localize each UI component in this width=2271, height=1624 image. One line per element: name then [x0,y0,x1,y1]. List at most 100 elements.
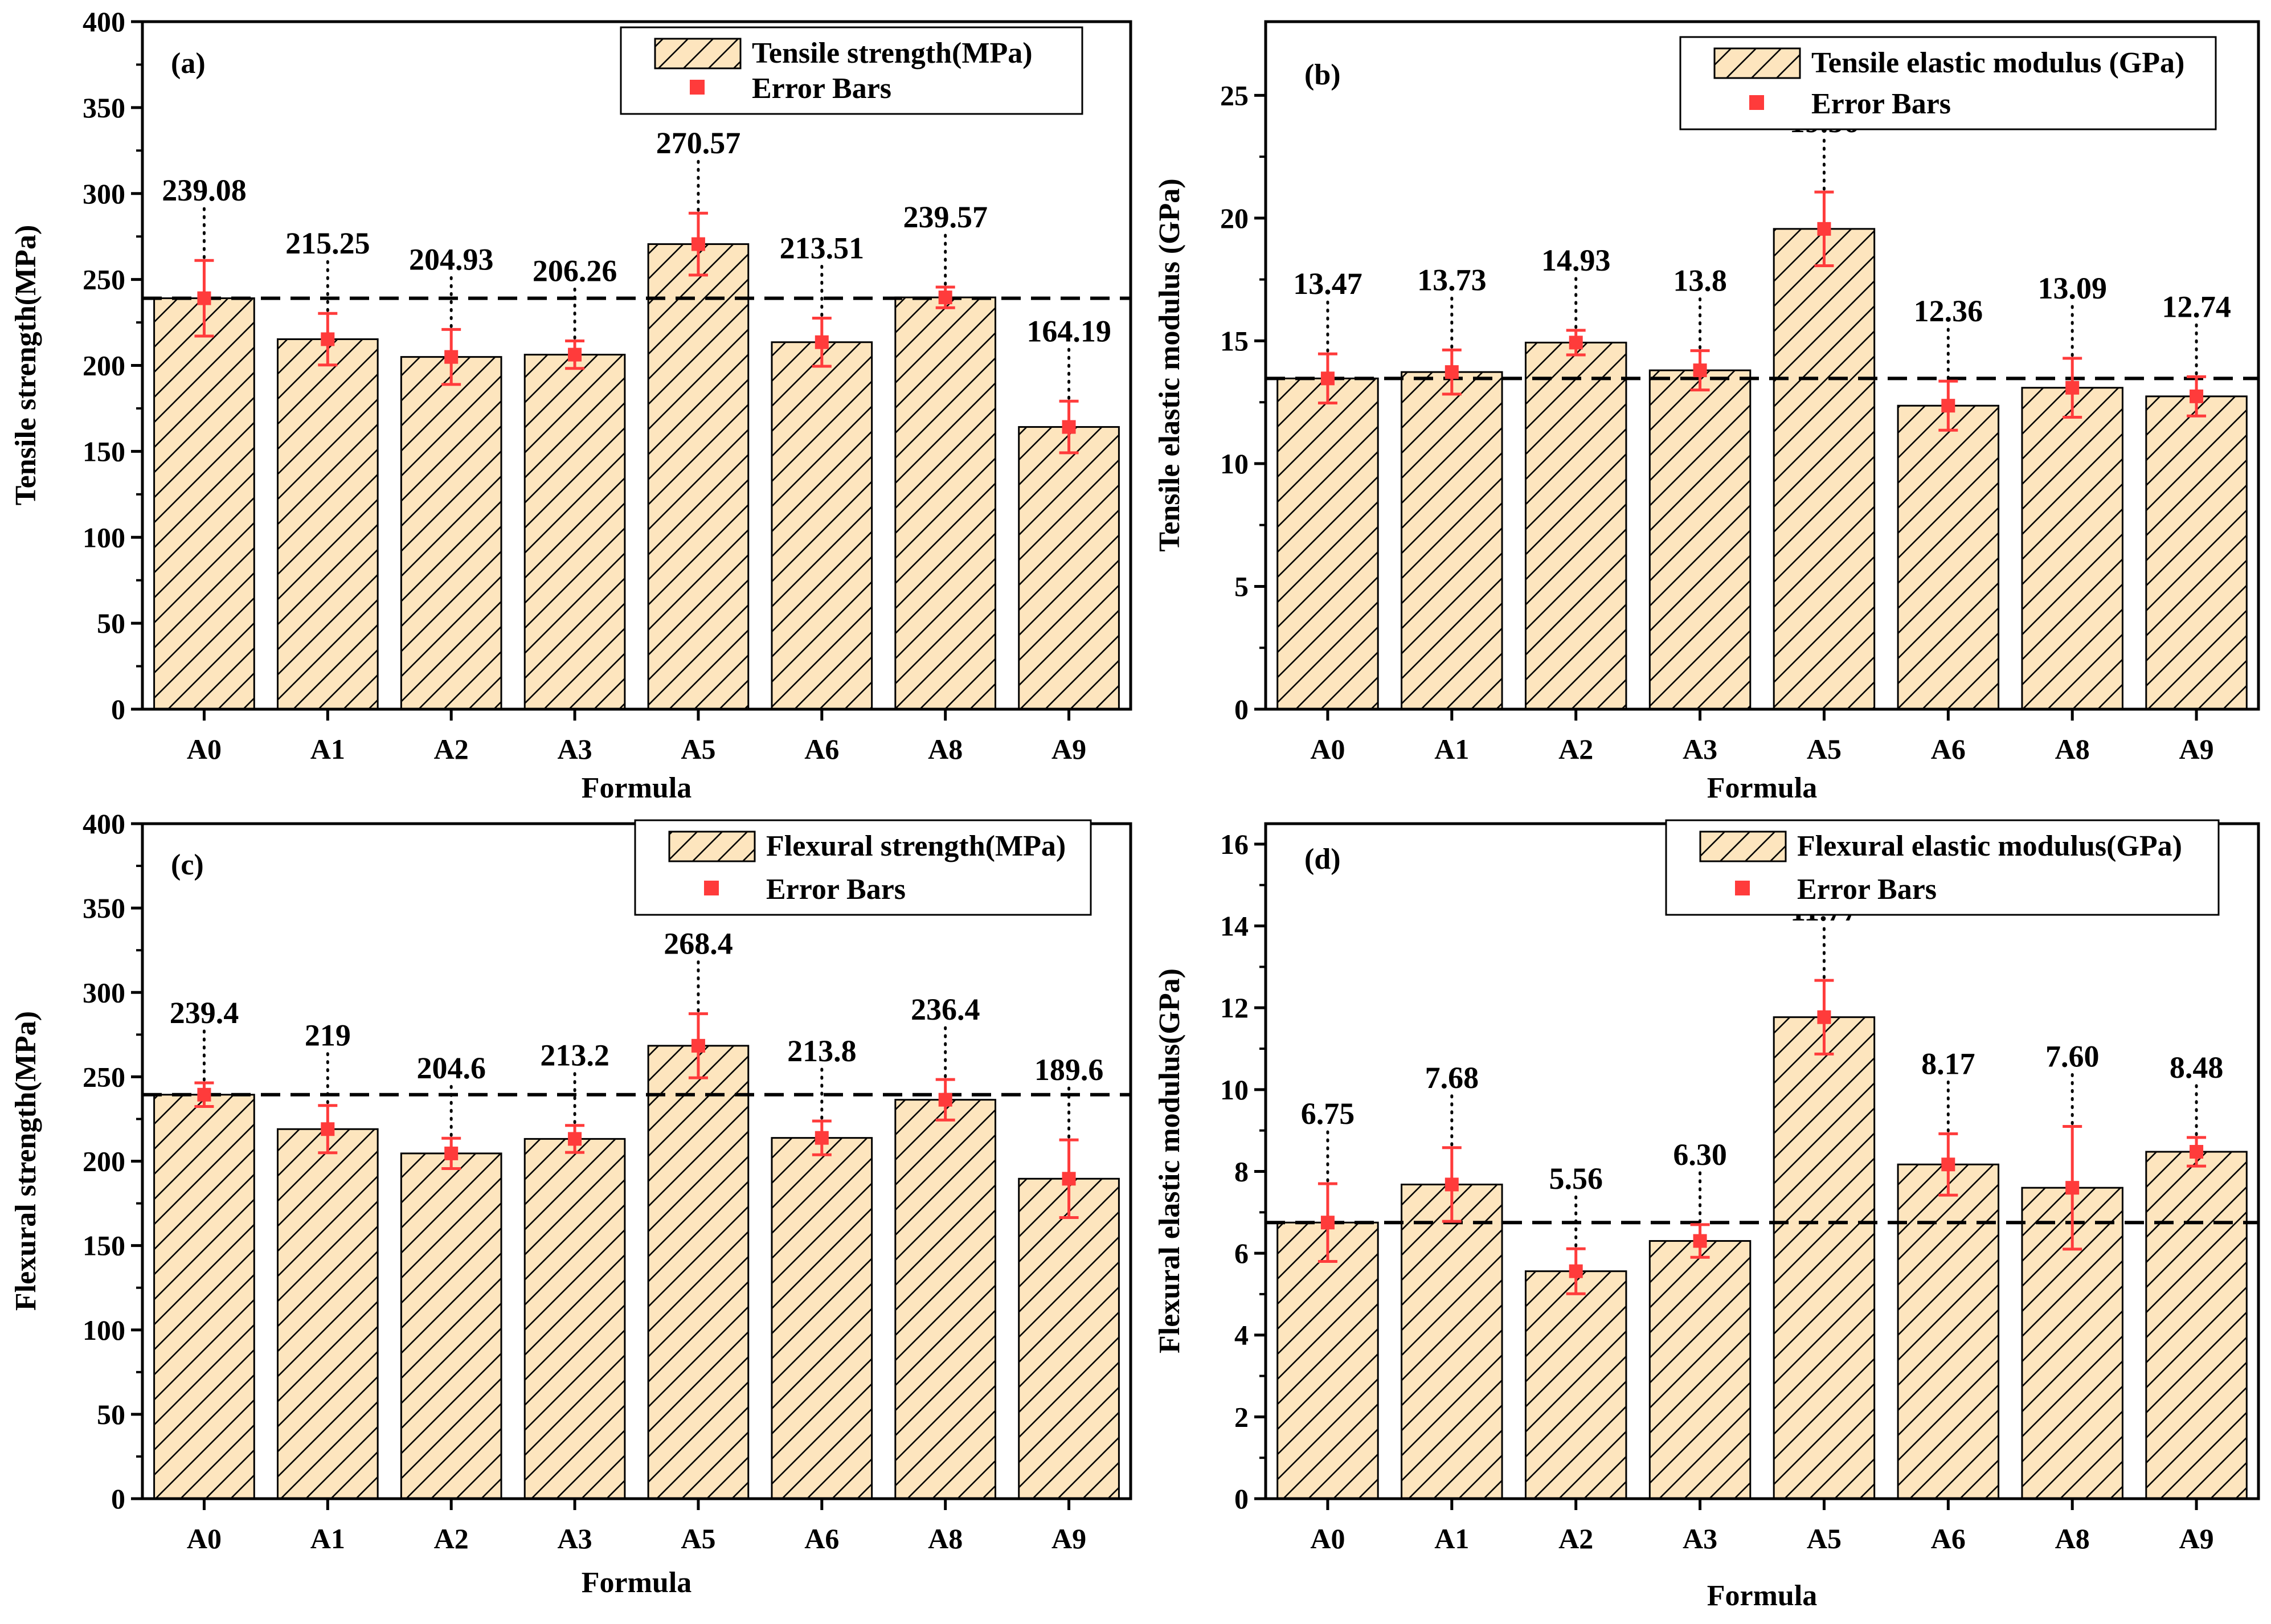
bar-A8 [894,1099,997,1500]
data-label-A3: 206.26 [533,253,617,288]
y-tick-label: 15 [1220,325,1249,357]
chart-panel-3: 239.4 219 204.6 213.2 268.4 213.8 236.4 189.6 0 5… [10,808,1132,1599]
chart-panel-2: 13.4713.7314.9313.819.5612.3613.0912.740… [1153,20,2260,804]
x-tick-label-A1: A1 [310,733,345,765]
y-tick-label: 100 [83,1314,125,1346]
x-tick-label-A0: A0 [187,733,222,765]
y-tick-label: 0 [1234,693,1249,725]
bar-A1 [1401,1183,1503,1500]
y-tick-label: 50 [97,607,125,639]
error-marker-A9 [2190,389,2204,403]
error-marker-A9 [1062,420,1076,434]
y-axis-title: Flexural strength(MPa) [10,1011,42,1311]
y-axis-title: Tensile elastic modulus (GPa) [1153,178,1186,551]
panel-letter: (d) [1304,843,1341,876]
data-label-A9: 189.6 [1034,1053,1104,1087]
error-marker-A5 [1817,1010,1831,1024]
error-marker-A8 [2065,1181,2080,1195]
legend-swatch-error [1735,881,1750,895]
x-tick-label-A8: A8 [2055,1523,2090,1555]
bar-A2 [1524,1270,1627,1500]
error-marker-A9 [1062,1172,1076,1186]
x-tick-label-A2: A2 [1558,733,1593,765]
x-tick-label-A3: A3 [558,733,592,765]
legend: Tensile elastic modulus (GPa) Error Bars [1679,36,2217,130]
y-axis-title: Tensile strength(MPa) [10,225,42,506]
x-tick-label-A0: A0 [1310,1523,1345,1555]
data-label-A1: 7.68 [1425,1061,1479,1095]
legend-swatch-error [704,881,719,895]
data-label-A8: 13.09 [2037,271,2107,305]
legend-swatch-bar [1713,47,1801,79]
error-marker-A0 [1320,371,1335,386]
data-label-A3: 13.8 [1673,264,1727,298]
data-label-A8: 236.4 [911,992,980,1026]
y-tick-label: 250 [83,1061,125,1093]
data-label-A0: 239.4 [170,996,239,1030]
data-label-A9: 8.48 [2170,1050,2224,1085]
bar-A3 [1648,1240,1752,1500]
x-tick-label-A6: A6 [804,733,839,765]
legend-label-bar: Tensile strength(MPa) [752,37,1033,69]
error-marker-A9 [2190,1144,2204,1159]
x-tick-label-A9: A9 [1051,1523,1086,1555]
y-tick-label: 150 [83,1230,125,1262]
error-marker-A8 [938,291,952,305]
bar-A3 [523,354,626,710]
error-marker-A2 [1569,1264,1583,1278]
error-marker-A8 [938,1093,952,1107]
error-marker-A1 [321,332,335,346]
bar-A1 [1401,371,1503,710]
x-tick-label-A8: A8 [2055,733,2090,765]
y-tick-label: 100 [83,521,125,553]
y-tick-label: 50 [97,1398,125,1430]
bar-A9 [2145,1151,2248,1500]
y-tick-label: 250 [83,264,125,296]
y-axis-title: Flexural elastic modulus(GPa) [1153,968,1186,1353]
bar-A0 [1276,377,1379,710]
bar-A5 [1773,228,1876,710]
error-marker-A6 [1941,399,1955,413]
y-tick-label: 4 [1234,1319,1249,1351]
bar-A5 [647,1045,750,1500]
legend-label-bar: Flexural elastic modulus(GPa) [1797,830,2182,862]
data-label-A2: 204.6 [416,1051,486,1085]
error-marker-A5 [691,1038,705,1053]
x-axis-title: Formula [1707,772,1818,804]
data-label-A6: 213.8 [787,1034,857,1068]
x-tick-label-A1: A1 [1434,1523,1469,1555]
legend: Tensile strength(MPa)Error Bars [620,26,1083,115]
error-marker-A3 [1693,1234,1707,1248]
x-tick-label-A0: A0 [1310,733,1345,765]
y-tick-label: 300 [83,976,125,1008]
error-marker-A3 [568,1132,582,1146]
data-label-A9: 164.19 [1026,314,1111,348]
x-tick-label-A3: A3 [558,1523,592,1555]
data-label-A0: 239.08 [162,173,247,207]
bar-A0 [1276,1221,1379,1500]
y-tick-label: 400 [83,808,125,840]
panel-letter: (a) [171,47,206,80]
error-marker-A3 [1693,363,1707,378]
x-tick-label-A0: A0 [187,1523,222,1555]
bar-A6 [1897,404,2000,710]
bar-A2 [400,1152,502,1500]
chart-panel-1: 239.08 215.25 204.93 206.26 270.57 213.51 239.… [10,6,1132,804]
x-tick-label-A9: A9 [2179,1523,2214,1555]
data-label-A6: 8.17 [1921,1046,1975,1081]
bar-A2 [400,356,502,710]
error-marker-A1 [1445,1177,1459,1192]
x-tick-label-A2: A2 [434,1523,469,1555]
bar-A6 [771,1137,873,1500]
data-label-A1: 219 [305,1018,351,1053]
data-label-A5: 268.4 [664,927,733,961]
bar-A3 [1648,369,1752,710]
y-tick-label: 6 [1234,1237,1249,1269]
bar-A6 [1897,1163,2000,1500]
x-tick-label-A5: A5 [681,733,715,765]
bar-A1 [276,338,379,710]
data-label-A3: 6.30 [1673,1138,1727,1172]
y-tick-label: 5 [1234,570,1249,602]
data-label-A1: 13.73 [1417,263,1487,297]
legend-label-error: Error Bars [1797,873,1937,906]
